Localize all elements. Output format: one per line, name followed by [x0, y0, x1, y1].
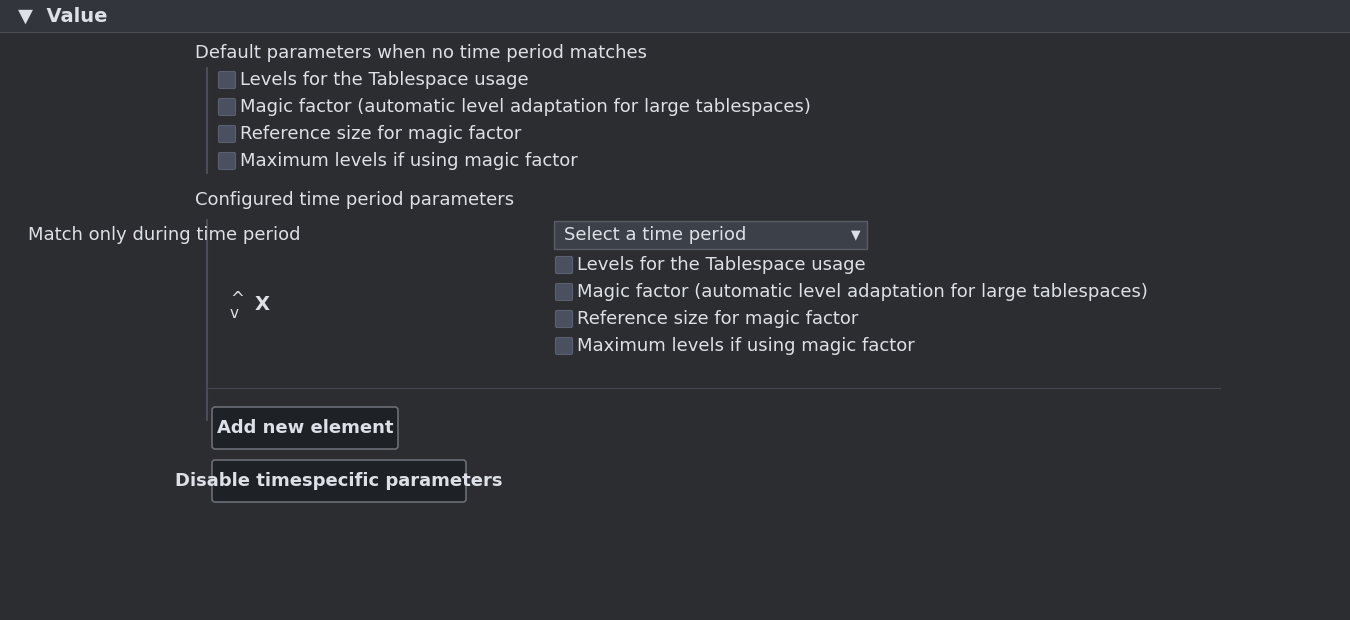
FancyBboxPatch shape — [555, 283, 572, 301]
FancyBboxPatch shape — [219, 99, 235, 115]
FancyBboxPatch shape — [555, 311, 572, 327]
Text: Levels for the Tablespace usage: Levels for the Tablespace usage — [576, 256, 865, 274]
Text: X: X — [255, 296, 270, 314]
FancyBboxPatch shape — [212, 407, 398, 449]
FancyBboxPatch shape — [554, 221, 867, 249]
Text: Reference size for magic factor: Reference size for magic factor — [240, 125, 521, 143]
Text: ▼: ▼ — [850, 229, 861, 242]
Text: Disable timespecific parameters: Disable timespecific parameters — [176, 472, 502, 490]
Text: Magic factor (automatic level adaptation for large tablespaces): Magic factor (automatic level adaptation… — [576, 283, 1148, 301]
Text: Configured time period parameters: Configured time period parameters — [194, 191, 514, 209]
Text: Add new element: Add new element — [217, 419, 393, 437]
Bar — [0, 0, 1350, 32]
Text: Match only during time period: Match only during time period — [27, 226, 300, 244]
Text: ▼  Value: ▼ Value — [18, 6, 108, 25]
Text: ^: ^ — [230, 290, 244, 308]
FancyBboxPatch shape — [555, 257, 572, 273]
FancyBboxPatch shape — [555, 337, 572, 355]
Text: Default parameters when no time period matches: Default parameters when no time period m… — [194, 44, 647, 62]
Text: Reference size for magic factor: Reference size for magic factor — [576, 310, 859, 328]
FancyBboxPatch shape — [219, 71, 235, 89]
Text: Maximum levels if using magic factor: Maximum levels if using magic factor — [240, 152, 578, 170]
Text: Maximum levels if using magic factor: Maximum levels if using magic factor — [576, 337, 915, 355]
Text: v: v — [230, 306, 239, 321]
FancyBboxPatch shape — [219, 125, 235, 143]
Text: Magic factor (automatic level adaptation for large tablespaces): Magic factor (automatic level adaptation… — [240, 98, 811, 116]
FancyBboxPatch shape — [219, 153, 235, 169]
Text: Levels for the Tablespace usage: Levels for the Tablespace usage — [240, 71, 529, 89]
FancyBboxPatch shape — [212, 460, 466, 502]
Text: Select a time period: Select a time period — [564, 226, 747, 244]
